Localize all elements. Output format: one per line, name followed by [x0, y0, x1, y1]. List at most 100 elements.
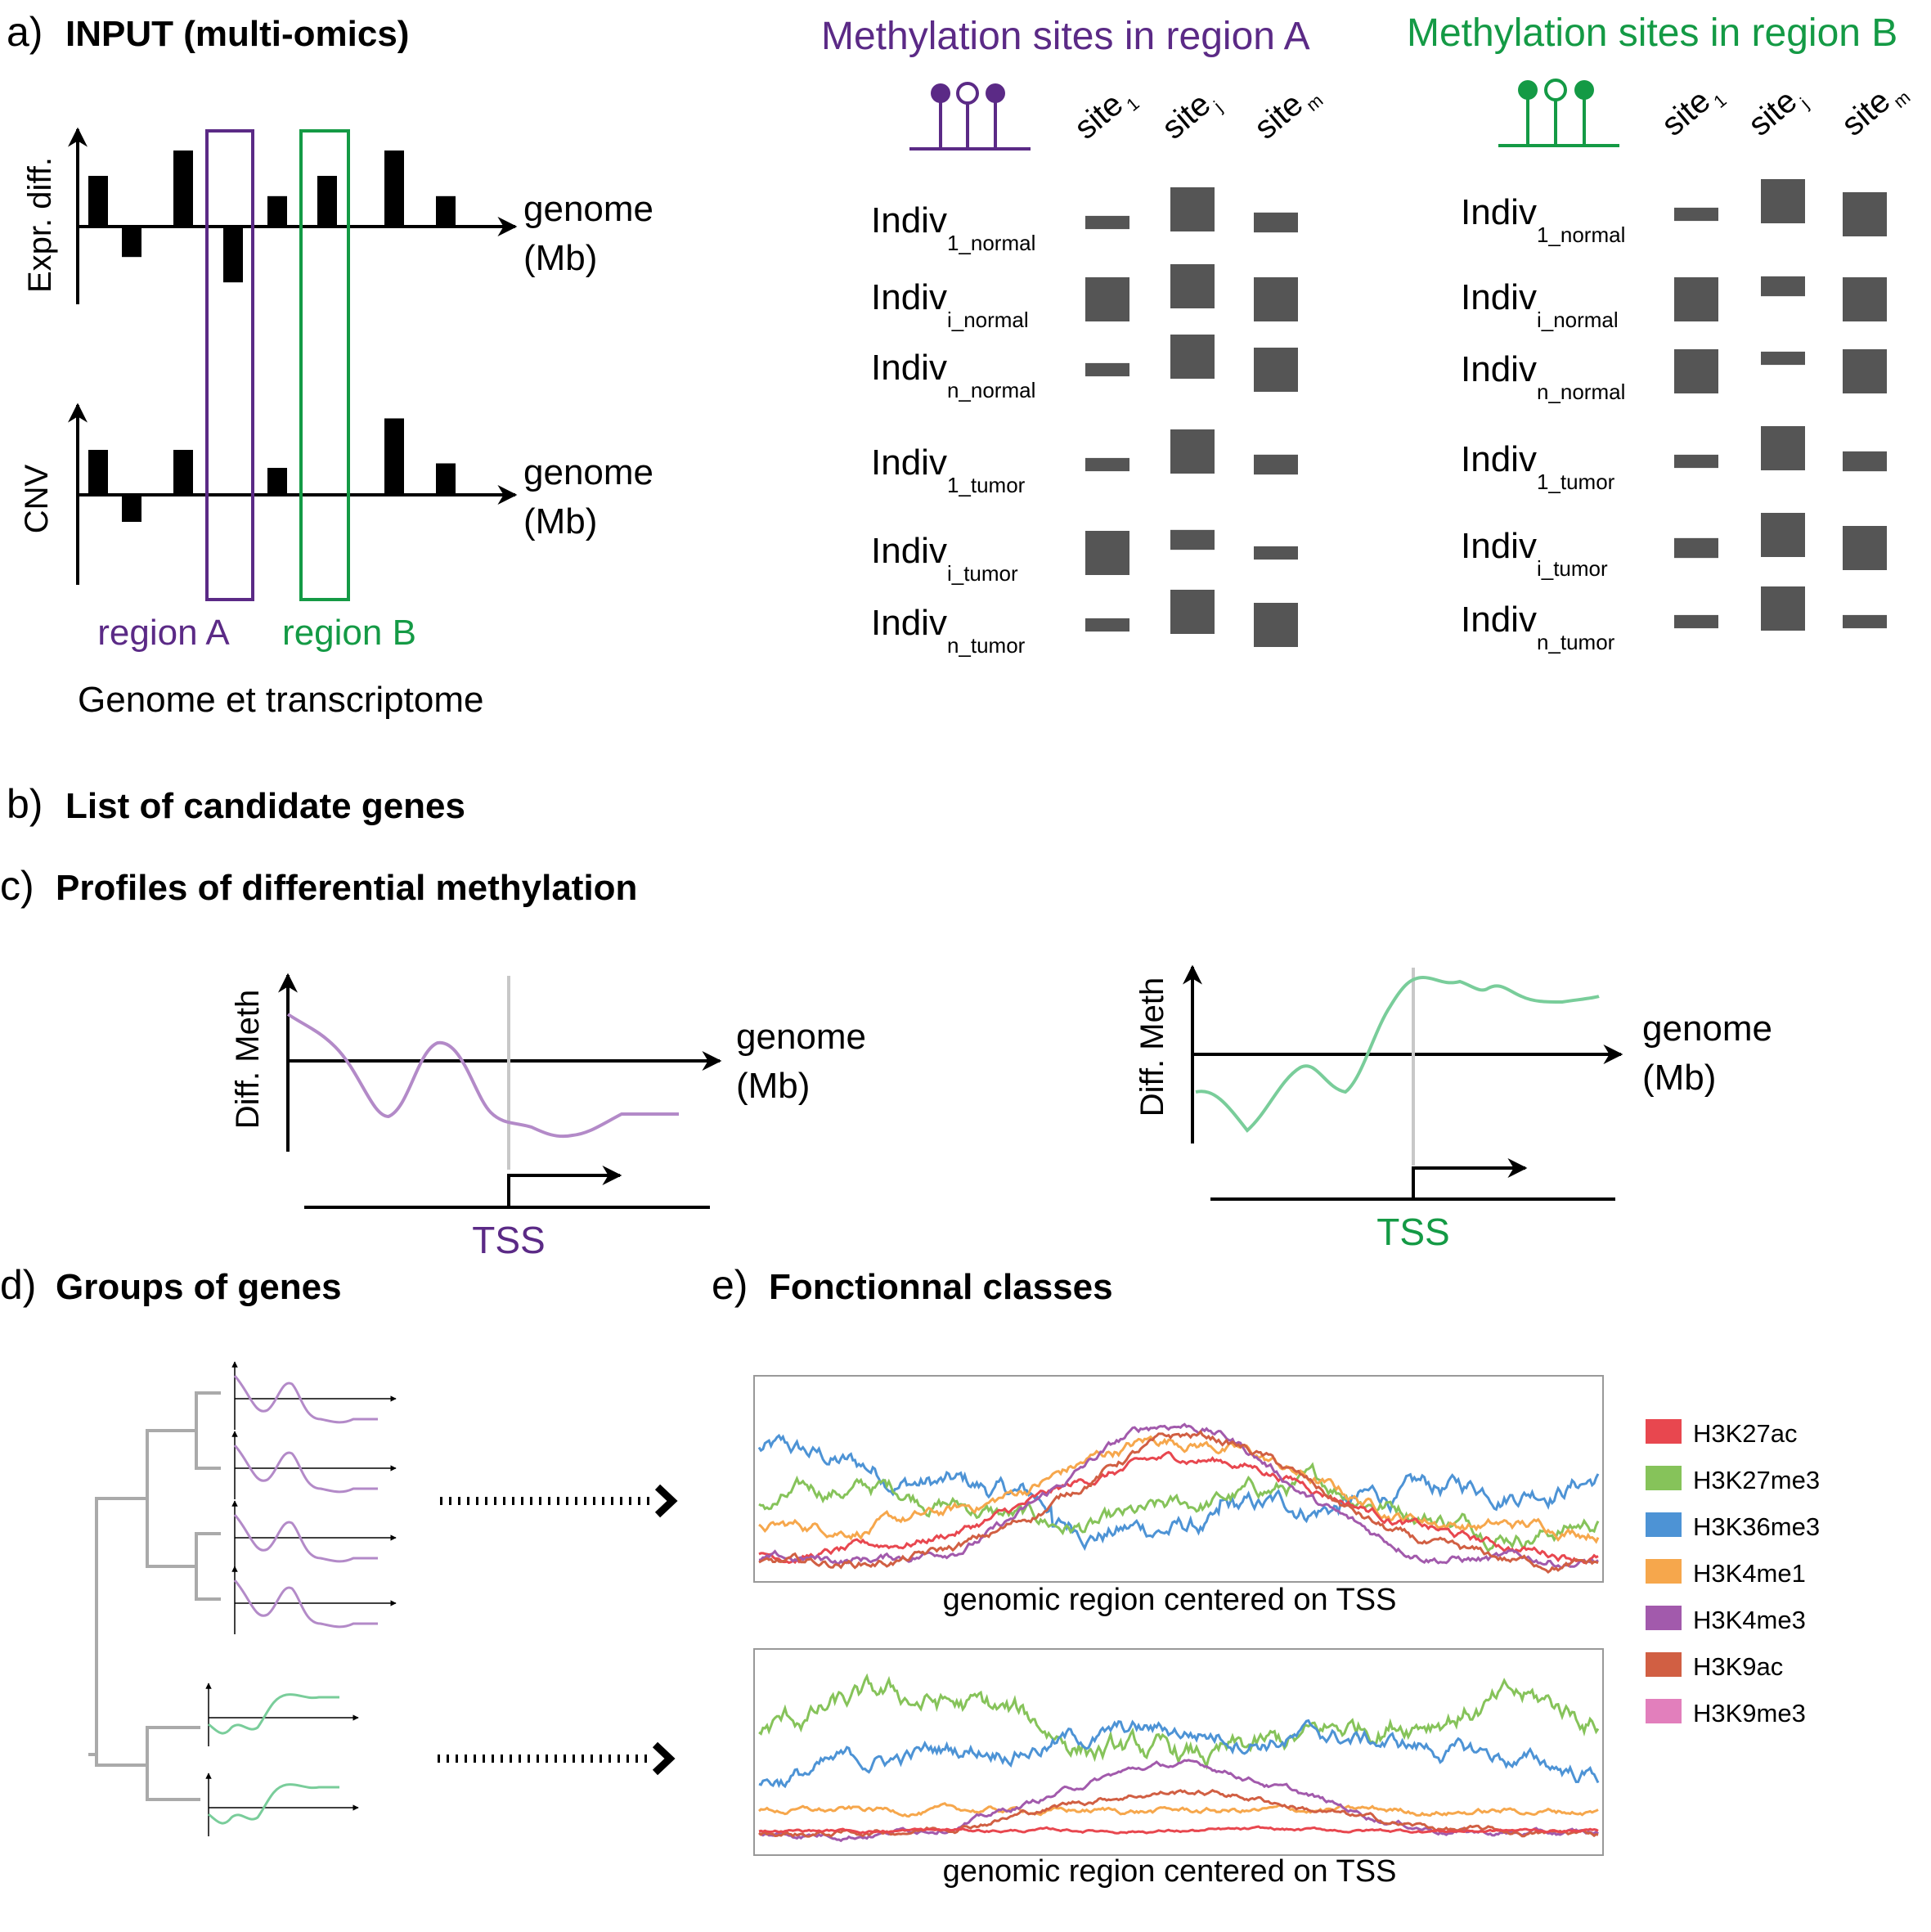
methylation-level-block [1170, 429, 1215, 474]
tss-label: TSS [472, 1219, 545, 1261]
expr-axis-label: Expr. diff. [22, 157, 58, 293]
indiv-label: Indivn_tumor [871, 603, 1026, 658]
histone-tracks-1 [757, 1422, 1600, 1574]
panel-a: a) INPUT (multi-omics) Expr. diff. genom… [7, 9, 653, 720]
panel-d-letter: d) [0, 1262, 36, 1308]
legend-label: H3K9me3 [1693, 1699, 1806, 1728]
indiv-label: Indivn_normal [871, 348, 1035, 402]
indiv-rows-b: Indiv1_normal Indivi_normal Indivn_normal I… [1461, 192, 1625, 654]
indiv-label: Indivi_normal [1461, 277, 1619, 332]
region-a-title: Methylation sites in region A [821, 15, 1310, 58]
cnv-bar [173, 450, 193, 495]
histone-tracks-2 [758, 1673, 1600, 1843]
histone-track [758, 1802, 1599, 1818]
methylation-level-block [1674, 614, 1718, 629]
panel-e: e) Fonctionnal classes genomic region ce… [712, 1262, 1820, 1889]
diff-meth-curve-purple [286, 1013, 679, 1139]
histone-plot-2-xlabel: genomic region centered on TSS [943, 1854, 1397, 1889]
panel-b-title: List of candidate genes [65, 786, 465, 826]
methylation-region-a: Methylation sites in region A site1 sitej… [821, 15, 1327, 658]
methylation-level-block [1674, 349, 1718, 393]
methylation-grid-b [1674, 179, 1887, 631]
site-header: sitem [1248, 74, 1327, 151]
expr-bar [267, 195, 287, 227]
methylation-level-block [1761, 513, 1805, 557]
histone-track [758, 1450, 1599, 1565]
site-header: site1 [1068, 78, 1143, 151]
expr-bar [173, 151, 193, 227]
methylation-level-block [1254, 212, 1298, 233]
methylation-level-block [1843, 614, 1887, 629]
panel-b-letter: b) [7, 781, 43, 827]
methylation-lollipop-icon [1498, 79, 1619, 147]
expr-bar [436, 195, 456, 227]
expr-bar [317, 176, 337, 227]
panel-c-letter: c) [0, 863, 34, 909]
indiv-label: Indiv1_tumor [1461, 439, 1615, 494]
legend-swatch [1646, 1606, 1682, 1630]
cnv-axis-label: CNV [19, 464, 55, 533]
methylation-level-block [1843, 277, 1887, 321]
histone-track [758, 1825, 1599, 1835]
tss-arrow [507, 1166, 622, 1207]
methylation-level-block [1674, 277, 1718, 321]
methylation-level-block [1085, 457, 1129, 472]
methylation-lollipop-icon [909, 82, 1031, 151]
indiv-label: Indiv1_normal [1461, 192, 1625, 247]
mini-curve-purple [233, 1374, 378, 1424]
legend-swatch [1646, 1559, 1682, 1584]
histone-track [758, 1422, 1599, 1570]
methylation-level-block [1085, 618, 1129, 632]
histone-legend: H3K27ac H3K27me3 H3K36me3 H3K4me1 H3K4me3 H3K… [1646, 1419, 1820, 1728]
expr-bars [88, 151, 456, 283]
indiv-label: Indivi_normal [871, 277, 1029, 332]
histone-track [758, 1719, 1600, 1789]
mini-curve-green [208, 1783, 339, 1825]
panel-d-title: Groups of genes [56, 1267, 342, 1307]
methylation-level-block [1085, 362, 1129, 377]
region-a-box [205, 129, 254, 601]
expr-bar [122, 227, 141, 258]
panel-c: c) Profiles of differential methylation … [0, 863, 1772, 1261]
site-header: sitej [1742, 78, 1813, 146]
indiv-label: Indivn_tumor [1461, 600, 1615, 654]
legend-label: H3K36me3 [1693, 1512, 1820, 1541]
expr-genome-label: genome [523, 189, 653, 229]
methylation-level-block [1761, 426, 1805, 470]
methylation-level-block [1170, 529, 1215, 550]
site-header: site1 [1655, 74, 1731, 147]
methylation-level-block [1170, 335, 1215, 379]
methylation-level-block [1170, 187, 1215, 231]
methylation-level-block [1674, 207, 1718, 222]
methylation-level-block [1761, 179, 1805, 223]
legend-swatch [1646, 1512, 1682, 1537]
panel-c-title: Profiles of differential methylation [56, 868, 637, 908]
site-headers-b: site1 sitej sitem [1655, 71, 1915, 147]
methylation-level-block [1674, 454, 1718, 469]
legend-label: H3K27ac [1693, 1419, 1798, 1448]
panel-a-subtitle: Genome et transcriptome [78, 680, 483, 720]
histone-track [758, 1429, 1599, 1574]
indiv-rows-a: Indiv1_normal Indivi_normal Indivn_normal I… [871, 200, 1035, 658]
cnv-bars [88, 418, 456, 522]
legend-label: H3K9ac [1693, 1652, 1783, 1681]
diff-meth-axis-label: Diff. Meth [230, 990, 266, 1129]
methylation-level-block [1761, 586, 1805, 631]
cnv-bar [88, 450, 108, 495]
site-header: sitem [1835, 71, 1915, 147]
region-b-title: Methylation sites in region B [1407, 11, 1897, 55]
methylation-level-block [1843, 192, 1887, 236]
histone-track [757, 1433, 1600, 1552]
tss-arrow [1412, 1158, 1528, 1199]
indiv-label: Indivn_normal [1461, 349, 1625, 404]
indiv-label: Indiv1_tumor [871, 443, 1026, 497]
profile-left: Diff. Meth genome (Mb) TSS [230, 973, 866, 1261]
tss-label: TSS [1376, 1211, 1449, 1253]
expr-genome-unit: (Mb) [523, 238, 597, 278]
diff-meth-curve-green [1195, 975, 1600, 1133]
region-b-box [299, 129, 350, 601]
methylation-level-block [1085, 531, 1129, 575]
genome-label: genome [736, 1017, 866, 1057]
profile-right: Diff. Meth genome (Mb) TSS [1134, 964, 1772, 1253]
